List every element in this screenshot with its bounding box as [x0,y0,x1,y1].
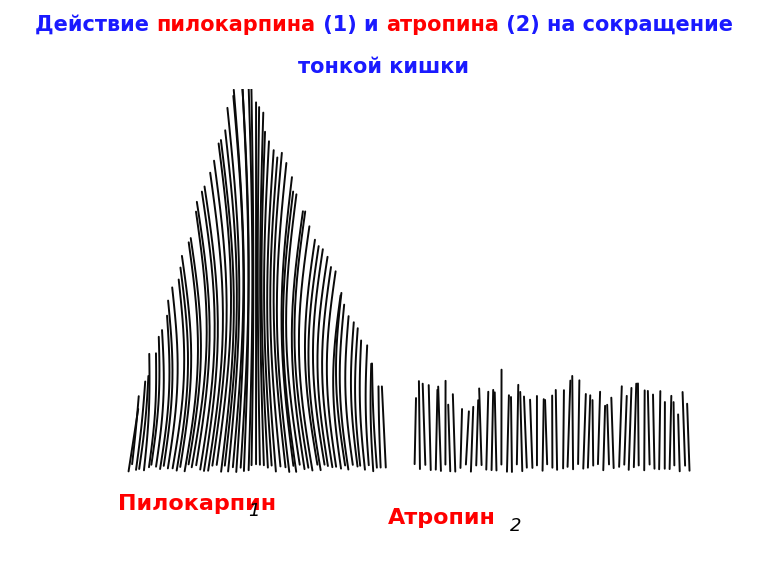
Text: 2: 2 [510,517,521,535]
Text: 1: 1 [248,502,260,520]
Text: (2) на сокращение: (2) на сокращение [498,15,733,35]
Text: атропина: атропина [386,15,498,35]
Text: Действие: Действие [35,15,157,35]
Text: Атропин: Атропин [388,508,496,528]
Text: Пилокарпин: Пилокарпин [118,494,276,514]
Text: тонкой кишки: тонкой кишки [299,57,469,77]
Text: (1) и: (1) и [316,15,386,35]
Text: пилокарпина: пилокарпина [157,15,316,35]
